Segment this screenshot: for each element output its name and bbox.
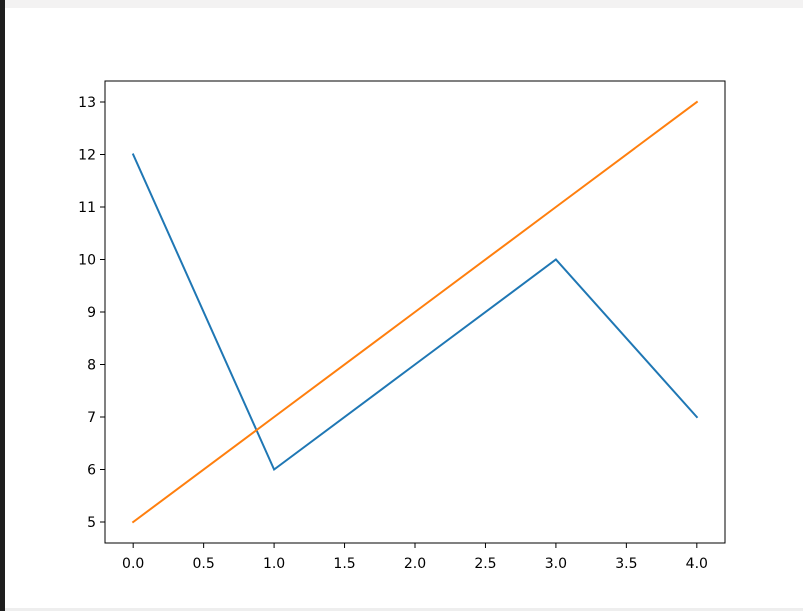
- y-tick-label: 6: [87, 463, 96, 479]
- window-bottom-strip: [5, 608, 803, 611]
- window-top-strip: [5, 0, 803, 8]
- x-tick-label: 0.0: [122, 556, 144, 572]
- y-tick-label: 5: [87, 515, 96, 531]
- x-tick-label: 3.5: [615, 556, 637, 572]
- series-line-1: [131, 100, 699, 524]
- y-tick-label: 7: [87, 410, 96, 426]
- window-left-border: [0, 0, 5, 611]
- x-tick-label: 1.0: [263, 556, 285, 572]
- x-tick-label: 0.5: [193, 556, 215, 572]
- y-tick-label: 9: [87, 305, 96, 321]
- x-tick-label: 2.0: [404, 556, 426, 572]
- y-tick-label: 12: [78, 148, 96, 164]
- x-tick-label: 1.5: [333, 556, 355, 572]
- series-line-0: [131, 153, 699, 472]
- y-tick-label: 11: [78, 200, 96, 216]
- y-tick-label: 13: [78, 95, 96, 111]
- y-tick-label: 8: [87, 358, 96, 374]
- x-tick-label: 2.5: [474, 556, 496, 572]
- x-tick-label: 4.0: [686, 556, 708, 572]
- y-tick-label: 10: [78, 253, 96, 269]
- x-tick-label: 3.0: [545, 556, 567, 572]
